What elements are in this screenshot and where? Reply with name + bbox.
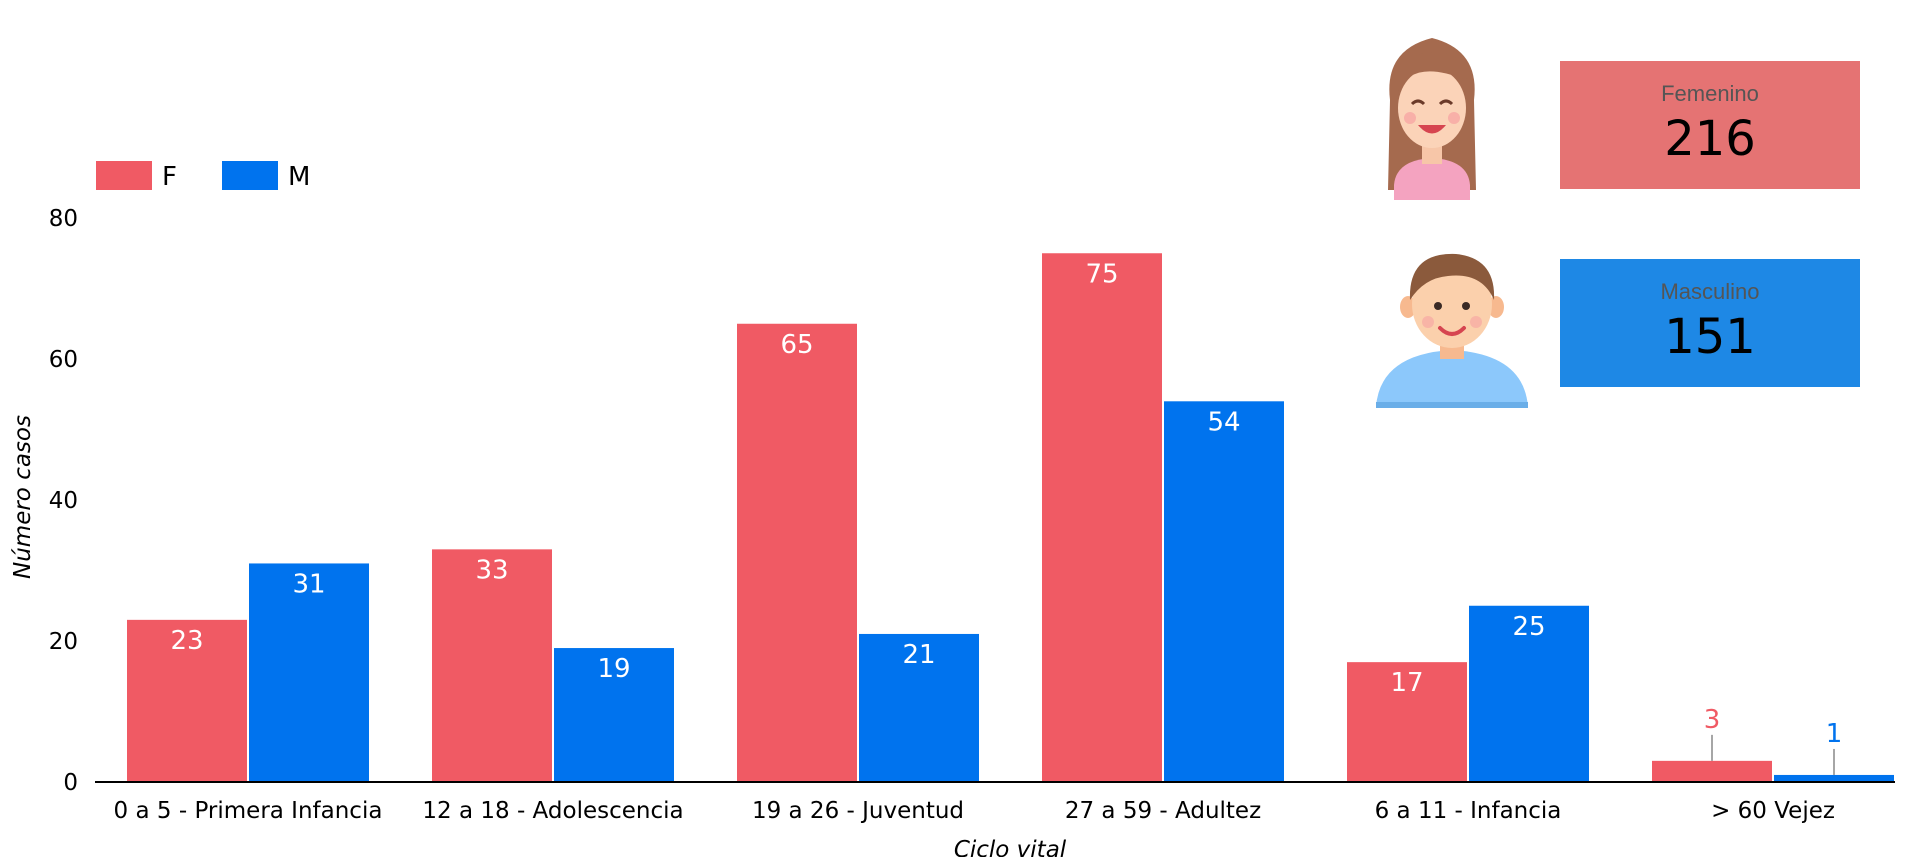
x-tick-label: 6 a 11 - Infancia bbox=[1375, 798, 1562, 824]
bar-value-label: 21 bbox=[902, 640, 935, 670]
bar-value-label: 3 bbox=[1704, 705, 1721, 735]
legend-label-m: M bbox=[288, 162, 310, 192]
y-tick-label: 60 bbox=[49, 347, 78, 373]
bar-f bbox=[127, 619, 247, 782]
bar-m bbox=[1774, 774, 1894, 782]
summary-card-male: Masculino 151 bbox=[1560, 259, 1860, 387]
woman-avatar-icon bbox=[1372, 30, 1492, 209]
bar-value-label: 25 bbox=[1512, 612, 1545, 642]
bar-f bbox=[1347, 662, 1467, 782]
summary-value: 216 bbox=[1664, 111, 1756, 167]
bar-value-label: 75 bbox=[1085, 259, 1118, 289]
x-axis-title: Ciclo vital bbox=[954, 837, 1067, 857]
x-tick-label: 12 a 18 - Adolescencia bbox=[422, 798, 683, 824]
y-tick-label: 20 bbox=[49, 629, 78, 655]
bar-m bbox=[859, 633, 979, 782]
bar-value-label: 31 bbox=[292, 569, 325, 599]
y-tick-label: 0 bbox=[63, 770, 78, 796]
bar-m bbox=[1469, 605, 1589, 782]
bar-f bbox=[432, 549, 552, 782]
bar-value-label: 17 bbox=[1390, 668, 1423, 698]
bar-f bbox=[1042, 253, 1162, 782]
bar-m bbox=[1164, 401, 1284, 782]
man-avatar-icon bbox=[1372, 242, 1532, 416]
legend-swatch-m bbox=[222, 161, 278, 190]
bar-f bbox=[737, 323, 857, 782]
bar-m bbox=[249, 563, 369, 782]
bar-value-label: 54 bbox=[1207, 407, 1240, 437]
summary-label: Femenino bbox=[1661, 81, 1759, 106]
summary-card-female: Femenino 216 bbox=[1560, 61, 1860, 189]
bar-m bbox=[554, 648, 674, 782]
bar-value-label: 33 bbox=[475, 555, 508, 585]
bar-value-label: 23 bbox=[170, 626, 203, 656]
y-axis-title: Número casos bbox=[10, 415, 36, 579]
y-axis: 0 20 40 60 80 bbox=[49, 206, 78, 796]
summary-label: Masculino bbox=[1660, 279, 1760, 304]
x-tick-label: 0 a 5 - Primera Infancia bbox=[114, 798, 383, 824]
summary-value: 151 bbox=[1664, 309, 1756, 365]
legend-swatch-f bbox=[96, 161, 152, 190]
x-tick-label: > 60 Vejez bbox=[1711, 798, 1835, 824]
bar-value-label: 19 bbox=[597, 654, 630, 684]
legend-label-f: F bbox=[162, 162, 177, 192]
x-tick-label: 27 a 59 - Adultez bbox=[1065, 798, 1261, 824]
y-tick-label: 40 bbox=[49, 488, 78, 514]
x-axis: 0 a 5 - Primera Infancia 12 a 18 - Adoles… bbox=[95, 781, 1895, 824]
bar-value-label: 65 bbox=[780, 330, 813, 360]
bar-f bbox=[1652, 760, 1772, 782]
bar-value-label: 1 bbox=[1826, 719, 1843, 749]
x-tick-label: 19 a 26 - Juventud bbox=[752, 798, 964, 824]
y-tick-label: 80 bbox=[49, 206, 78, 232]
